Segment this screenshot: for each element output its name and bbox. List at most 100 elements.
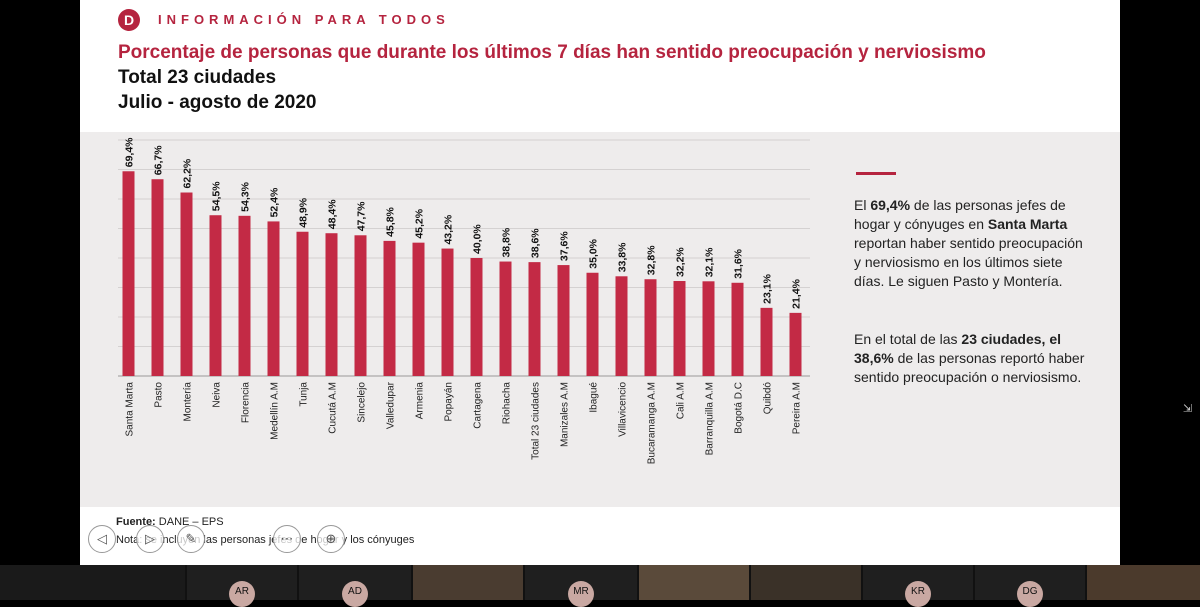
participant-tile[interactable]: MR <box>525 565 637 607</box>
data-label: 54,3% <box>240 181 252 211</box>
participant-video-tile[interactable] <box>413 565 523 600</box>
source-line: Fuente: DANE – EPS <box>116 516 224 528</box>
chart-panel: 69,4% Santa Marta 66,7% Pasto 62,2% Montería 5… <box>80 132 1120 507</box>
chart-subtitle-scope: Total 23 ciudades <box>118 67 277 88</box>
zoom-button[interactable]: ⊕ <box>317 525 345 553</box>
category-tick-label: Pereira A.M <box>792 382 803 434</box>
arrow-right-icon: ▷ <box>145 531 155 547</box>
participant-tile[interactable]: DG <box>975 565 1085 607</box>
bar <box>789 312 802 376</box>
bar <box>267 221 280 376</box>
previous-slide-button[interactable]: ◁ <box>88 525 116 553</box>
category-tick-label: Neiva <box>212 382 223 408</box>
bar <box>296 231 309 376</box>
participant-avatar: MR <box>568 581 594 607</box>
participant-avatar: DG <box>1017 581 1043 607</box>
participant-tile[interactable]: AD <box>299 565 411 607</box>
bar <box>122 171 135 376</box>
bar <box>325 233 338 376</box>
bar <box>354 235 367 376</box>
participant-tile[interactable]: AR <box>187 565 297 607</box>
data-label: 23,1% <box>762 273 774 303</box>
bar <box>412 242 425 376</box>
category-tick-label: Bucaramanga A.M <box>647 382 658 464</box>
category-tick-label: Santa Marta <box>125 382 136 437</box>
zoom-icon: ⊕ <box>325 531 337 547</box>
participant-video-tile[interactable] <box>639 565 749 600</box>
bar <box>586 272 599 376</box>
category-tick-label: Villavicencio <box>618 382 629 437</box>
description-paragraph-2: En el total de las 23 ciudades, el 38,6%… <box>854 331 1085 385</box>
accent-line <box>856 172 896 175</box>
bar <box>470 258 483 376</box>
description-paragraph-1: El 69,4% de las personas jefes de hogar … <box>854 197 1083 289</box>
data-label: 37,6% <box>559 231 571 261</box>
data-label: 21,4% <box>791 278 803 308</box>
data-label: 33,8% <box>617 242 629 272</box>
data-label: 69,4% <box>124 137 136 167</box>
bar <box>702 281 715 376</box>
category-tick-label: Cartagena <box>473 382 484 429</box>
category-tick-label: Total 23 ciudades <box>531 382 542 460</box>
participant-video-tile[interactable] <box>751 565 861 600</box>
pen-tool-button[interactable]: ✎ <box>177 525 205 553</box>
bar <box>673 281 686 376</box>
bar <box>441 248 454 376</box>
participant-avatar: AD <box>342 581 368 607</box>
data-label: 54,5% <box>211 181 223 211</box>
data-label: 31,6% <box>733 248 745 278</box>
arrow-left-icon: ◁ <box>97 531 107 547</box>
data-label: 32,1% <box>704 247 716 277</box>
participant-tile[interactable]: KR <box>863 565 973 607</box>
participant-avatar: KR <box>905 581 931 607</box>
data-label: 43,2% <box>443 214 455 244</box>
category-tick-label: Barranquilla A.M <box>705 382 716 455</box>
slide: D INFORMACIÓN PARA TODOS Porcentaje de p… <box>80 0 1120 565</box>
data-label: 52,4% <box>269 187 281 217</box>
data-label: 40,0% <box>472 224 484 254</box>
chart-title: Porcentaje de personas que durante los ú… <box>118 42 986 63</box>
bar <box>528 262 541 376</box>
pen-icon: ✎ <box>185 531 197 547</box>
category-tick-label: Cali A.M <box>676 382 687 419</box>
more-icon: ⋯ <box>280 531 294 547</box>
category-tick-label: Cucutá A.M <box>328 382 339 434</box>
data-label: 32,2% <box>675 247 687 277</box>
data-label: 38,8% <box>501 227 513 257</box>
brand-tagline: INFORMACIÓN PARA TODOS <box>158 12 450 27</box>
category-tick-label: Riohacha <box>502 382 513 425</box>
bar-chart: 69,4% Santa Marta 66,7% Pasto 62,2% Montería 5… <box>118 137 810 464</box>
bar <box>180 192 193 376</box>
category-tick-label: Florencia <box>241 382 252 424</box>
category-tick-label: Ibagué <box>589 382 600 413</box>
category-tick-label: Valledupar <box>386 381 397 429</box>
participants-strip: AR AD MR KR DG <box>0 565 1200 607</box>
data-label: 48,4% <box>327 199 339 229</box>
next-slide-button[interactable]: ▷ <box>136 525 164 553</box>
bar <box>644 279 657 376</box>
data-label: 35,0% <box>588 238 600 268</box>
category-tick-label: Pasto <box>154 382 165 408</box>
category-tick-label: Popayán <box>444 382 455 421</box>
data-label: 32,8% <box>646 245 658 275</box>
category-tick-label: Sincelejo <box>357 382 368 423</box>
bar <box>760 307 773 376</box>
participant-tile[interactable] <box>0 565 185 600</box>
bar <box>238 215 251 376</box>
category-tick-label: Medellín A.M <box>270 382 281 440</box>
participant-video-tile[interactable] <box>1087 565 1200 600</box>
bar <box>151 179 164 376</box>
more-options-button[interactable]: ⋯ <box>273 525 301 553</box>
bar <box>731 282 744 376</box>
dane-logo: D <box>118 9 140 31</box>
category-tick-label: Armenia <box>415 382 426 420</box>
bar <box>383 240 396 376</box>
data-label: 45,8% <box>385 206 397 236</box>
data-label: 45,2% <box>414 208 426 238</box>
category-tick-label: Tunja <box>299 382 310 407</box>
bar <box>499 261 512 376</box>
data-label: 38,6% <box>530 228 542 258</box>
chart-subtitle-period: Julio - agosto de 2020 <box>118 92 317 113</box>
cursor-icon: ⇲ <box>1183 402 1193 415</box>
category-tick-label: Quibdó <box>763 382 774 415</box>
